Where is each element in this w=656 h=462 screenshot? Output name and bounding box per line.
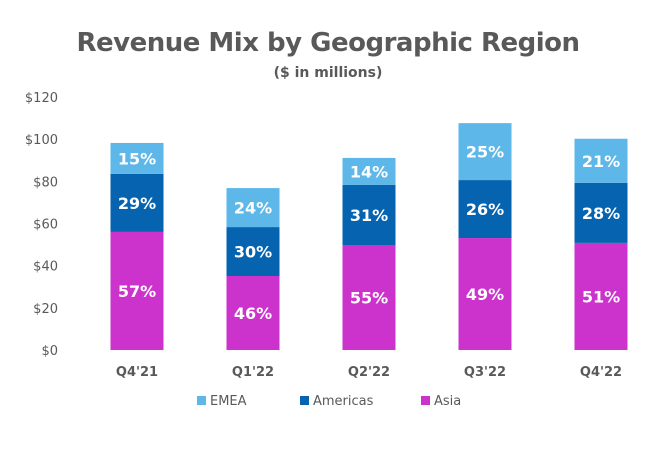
x-tick-label: Q1'22 [232, 365, 274, 380]
data-label: 46% [234, 304, 272, 323]
bar-segment-asia [458, 238, 512, 350]
bar-segment-emea [574, 138, 628, 183]
bar-segment-americas [458, 180, 512, 239]
data-label: 31% [350, 206, 388, 225]
data-label: 24% [234, 199, 272, 218]
legend-swatch-emea [197, 396, 206, 405]
data-label: 26% [466, 200, 504, 219]
legend-label: Asia [434, 394, 461, 409]
legend-swatch-americas [300, 396, 309, 405]
y-tick-label: $40 [33, 260, 58, 275]
data-label: 55% [350, 289, 388, 308]
bar-segment-emea [110, 142, 164, 174]
bar-segment-asia [574, 242, 628, 350]
y-tick-label: $0 [41, 344, 58, 359]
y-tick-label: $120 [25, 91, 58, 106]
bar-segment-emea [342, 157, 396, 185]
bar-segment-asia [342, 245, 396, 350]
x-tick-label: Q4'21 [116, 365, 158, 380]
data-label: 21% [582, 152, 620, 171]
legend-label: Americas [313, 394, 374, 409]
data-label: 29% [118, 194, 156, 213]
bar-segment-americas [574, 182, 628, 243]
data-label: 57% [118, 282, 156, 301]
legend-swatch-asia [421, 396, 430, 405]
data-label: 15% [118, 149, 156, 168]
data-label: 51% [582, 287, 620, 306]
x-tick-label: Q2'22 [348, 365, 390, 380]
y-tick-label: $60 [33, 218, 58, 233]
data-label: 28% [582, 204, 620, 223]
legend-label: EMEA [210, 394, 247, 409]
data-label: 30% [234, 243, 272, 262]
bar-segment-asia [226, 275, 280, 350]
data-label: 14% [350, 162, 388, 181]
y-tick-label: $100 [25, 133, 58, 148]
data-label: 25% [466, 143, 504, 162]
chart-subtitle: ($ in millions) [273, 65, 383, 81]
bar-segment-emea [458, 123, 512, 181]
bar-segment-americas [110, 173, 164, 232]
x-tick-label: Q4'22 [580, 365, 622, 380]
y-tick-label: $20 [33, 302, 58, 317]
bar-segment-americas [226, 227, 280, 276]
y-tick-label: $80 [33, 175, 58, 190]
data-label: 49% [466, 285, 504, 304]
bar-segment-asia [110, 231, 164, 350]
x-tick-label: Q3'22 [464, 365, 506, 380]
bar-segment-emea [226, 188, 280, 228]
chart-title: Revenue Mix by Geographic Region [76, 28, 580, 58]
bar-segment-americas [342, 184, 396, 246]
